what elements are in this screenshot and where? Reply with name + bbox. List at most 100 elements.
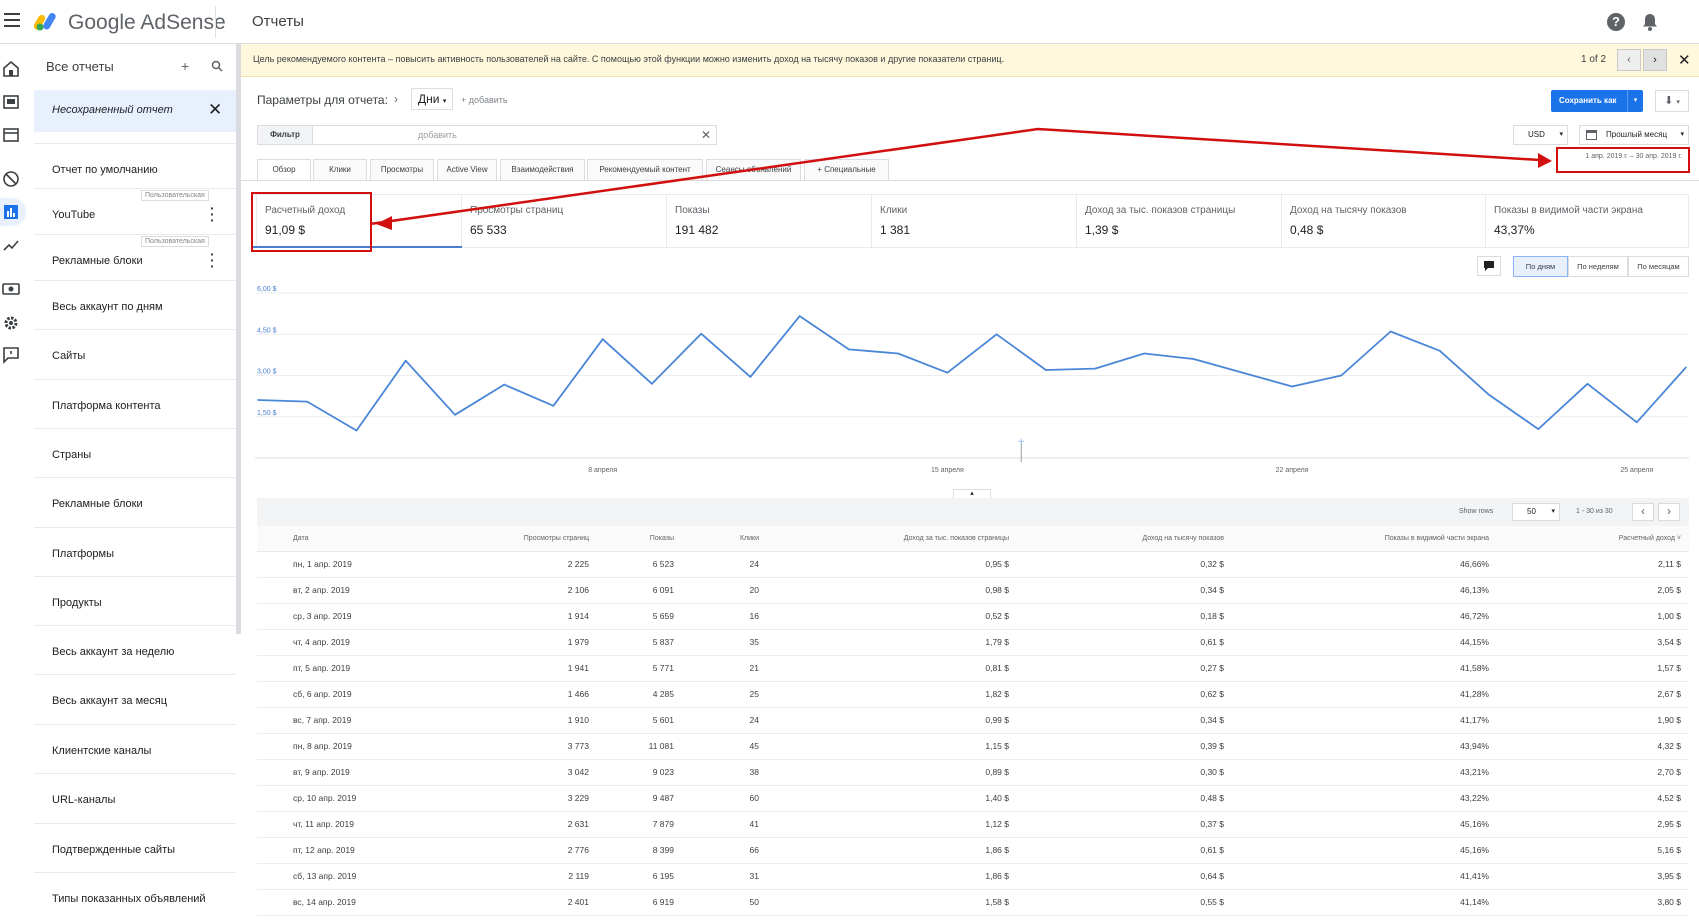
feedback-icon[interactable] — [2, 346, 20, 364]
table-cell: 3,54 $ — [1497, 629, 1689, 656]
sidebar-item-platforms[interactable]: Платформы — [34, 527, 236, 572]
sidebar-item-ad-units-custom[interactable]: Пользовательская Рекламные блоки · · · — [34, 234, 236, 279]
sidebar-item-sites[interactable]: Сайты — [34, 329, 236, 374]
save-as-button[interactable]: Сохранить как ▾ — [1551, 90, 1643, 112]
table-cell: 9 487 — [597, 785, 682, 812]
table-cell: 31 — [682, 863, 767, 890]
sidebar-item-label: Страны — [52, 449, 92, 461]
table-cell: вс, 14 апр. 2019 — [257, 889, 427, 916]
tab-clicks[interactable]: Клики — [313, 159, 367, 180]
metric-card-clicks[interactable]: Клики 1 381 — [871, 195, 1076, 247]
sidebar-item-default[interactable]: Отчет по умолчанию — [34, 143, 236, 188]
granularity-monthly[interactable]: По месяцам — [1628, 256, 1689, 277]
reports-icon[interactable] — [2, 203, 20, 221]
tab-overview[interactable]: Обзор — [257, 159, 311, 180]
column-header[interactable]: Дата — [257, 526, 427, 552]
sidebar-item-custom-channels[interactable]: Клиентские каналы — [34, 724, 236, 769]
report-table: Дата Просмотры страниц Показы Клики Доход за… — [257, 526, 1689, 916]
sidebar-scrollbar[interactable] — [236, 44, 241, 634]
prev-page-button[interactable]: ‹ — [1632, 503, 1654, 521]
collapse-chart-button[interactable]: ▴ — [953, 489, 991, 498]
data-point — [1192, 358, 1195, 360]
settings-icon[interactable] — [2, 314, 20, 332]
granularity-daily[interactable]: По дням — [1513, 256, 1568, 277]
download-button[interactable]: ⬇ ▾ — [1655, 90, 1689, 112]
next-page-button[interactable]: › — [1658, 503, 1680, 521]
column-header[interactable]: Доход за тыс. показов страницы — [767, 526, 1017, 552]
table-row: пт, 5 апр. 2019 1 941 5 771 21 0,81 $0,27 $4… — [257, 655, 1689, 682]
metric-title: Просмотры страниц — [470, 205, 564, 216]
notifications-icon[interactable] — [1641, 12, 1659, 32]
column-header[interactable]: Расчетный доход ˅ — [1497, 526, 1689, 552]
sidebar-item-countries[interactable]: Страны — [34, 428, 236, 473]
sidebar-item-account-daily[interactable]: Весь аккаунт по дням — [34, 280, 236, 325]
close-icon[interactable]: ✕ — [1678, 52, 1691, 69]
home-icon[interactable] — [2, 60, 20, 78]
metric-card-viewability[interactable]: Показы в видимой части экрана 43,37% — [1485, 195, 1689, 247]
metric-card-impression-rpm[interactable]: Доход на тысячу показов 0,48 $ — [1281, 195, 1485, 247]
more-vert-icon[interactable]: · · · — [210, 200, 215, 228]
optimization-icon[interactable] — [2, 236, 20, 254]
data-point — [1094, 367, 1096, 370]
close-icon[interactable]: ✕ — [208, 100, 223, 119]
column-header[interactable]: Просмотры страниц — [427, 526, 597, 552]
chevron-down-icon[interactable]: ▾ — [1627, 90, 1643, 112]
sidebar-item-account-monthly[interactable]: Весь аккаунт за месяц — [34, 674, 236, 719]
comment-icon — [1484, 261, 1494, 271]
tab-active-view[interactable]: Active View — [437, 159, 497, 180]
column-header[interactable]: Показы — [597, 526, 682, 552]
table-cell: 4 285 — [597, 681, 682, 708]
table-row: вс, 14 апр. 2019 2 401 6 919 50 1,58 $0,55 $… — [257, 889, 1689, 916]
metric-card-pageviews[interactable]: Просмотры страниц 65 533 — [461, 195, 666, 247]
metric-card-impressions[interactable]: Показы 191 482 — [666, 195, 871, 247]
add-dimension-link[interactable]: + добавить — [461, 95, 508, 105]
sidebar-item-products[interactable]: Продукты — [34, 576, 236, 621]
payments-icon[interactable] — [2, 280, 20, 298]
metric-card-revenue[interactable]: Расчетный доход 91,09 $ — [256, 195, 461, 247]
tab-views[interactable]: Просмотры — [370, 159, 434, 180]
data-point — [1685, 366, 1687, 369]
data-point — [946, 371, 949, 374]
sidebar-item-content-platform[interactable]: Платформа контента — [34, 379, 236, 424]
metric-value: 191 482 — [675, 223, 719, 237]
help-icon[interactable]: ? — [1607, 13, 1625, 31]
metric-card-page-rpm[interactable]: Доход за тыс. показов страницы 1,39 $ — [1076, 195, 1281, 247]
menu-icon[interactable] — [4, 13, 20, 27]
notice-next-button[interactable]: › — [1643, 49, 1667, 71]
sidebar-item-label: Подтвержденные сайты — [52, 844, 176, 856]
sidebar-item-ad-types[interactable]: Типы показанных объявлений — [34, 872, 236, 917]
sidebar-item-url-channels[interactable]: URL-каналы — [34, 773, 236, 818]
clear-filter-icon[interactable]: ✕ — [701, 128, 712, 142]
sidebar-item-youtube[interactable]: Пользовательская YouTube · · · — [34, 188, 236, 233]
unsaved-report-item[interactable]: Несохраненный отчет ✕ — [34, 90, 236, 132]
sidebar-item-verified-sites[interactable]: Подтвержденные сайты — [34, 823, 236, 868]
more-vert-icon[interactable]: · · · — [210, 246, 215, 274]
table-cell: 0,62 $ — [1017, 681, 1232, 708]
currency-dropdown[interactable]: USD ▾ — [1513, 125, 1568, 145]
block-controls-icon[interactable] — [2, 170, 20, 188]
data-point — [503, 383, 506, 386]
granularity-weekly[interactable]: По неделям — [1568, 256, 1628, 277]
tab-ad-sessions[interactable]: Сеансы объявлений — [706, 159, 801, 180]
rows-per-page-dropdown[interactable]: 50 ▾ — [1512, 503, 1560, 521]
notice-prev-button[interactable]: ‹ — [1617, 49, 1641, 71]
dimension-dropdown[interactable]: Дни ▾ — [411, 88, 453, 110]
sidebar-item-account-weekly[interactable]: Весь аккаунт за неделю — [34, 625, 236, 670]
filter-input[interactable]: добавить — [418, 130, 457, 140]
tab-recommended-content[interactable]: Рекомендуемый контент — [587, 159, 703, 180]
add-report-button[interactable]: + — [181, 58, 190, 74]
column-header[interactable]: Клики — [682, 526, 767, 552]
table-cell: 43,21% — [1232, 759, 1497, 786]
column-header[interactable]: Показы в видимой части экрана — [1232, 526, 1497, 552]
search-icon[interactable] — [211, 60, 223, 72]
my-ads-icon[interactable] — [2, 93, 20, 111]
period-dropdown[interactable]: Прошлый месяц ▾ — [1579, 125, 1689, 145]
annotations-button[interactable] — [1477, 256, 1501, 276]
tab-custom[interactable]: + Специальные — [804, 159, 889, 180]
tab-engagement[interactable]: Взаимодействия — [500, 159, 585, 180]
table-cell: 6 091 — [597, 577, 682, 604]
sidebar-item-ad-units[interactable]: Рекламные блоки — [34, 477, 236, 522]
sites-icon[interactable] — [2, 126, 20, 144]
filter-bar[interactable]: Фильтр добавить ✕ — [257, 125, 717, 145]
column-header[interactable]: Доход на тысячу показов — [1017, 526, 1232, 552]
